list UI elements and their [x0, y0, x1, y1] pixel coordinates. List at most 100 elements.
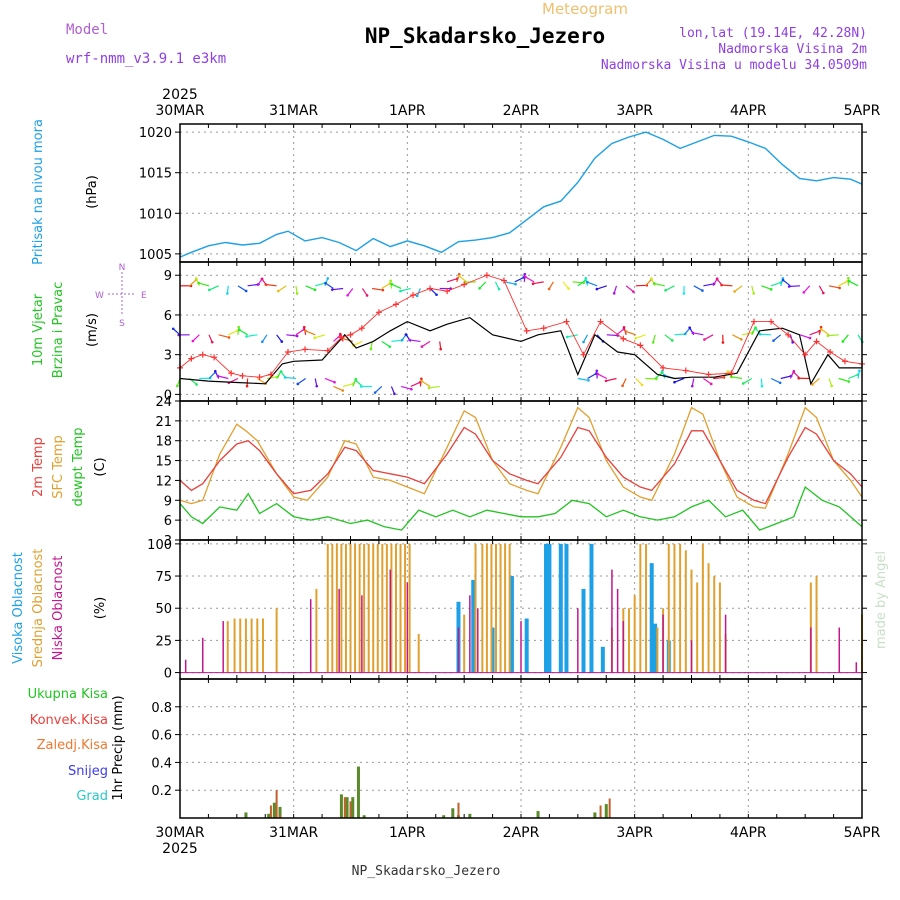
wind-arrow: [587, 281, 598, 287]
ytick-label: 0.6: [151, 729, 172, 744]
wind-arrow-head: [280, 340, 284, 343]
wind-arrow-head: [847, 276, 850, 280]
total-precip-bar: [604, 804, 608, 818]
wind-arrow-head: [478, 286, 481, 290]
footer-station: NP_Skadarsko_Jezero: [352, 864, 501, 879]
wind-arrow: [721, 284, 733, 287]
wind-arrow-head: [194, 277, 198, 280]
total-precip-bar: [278, 806, 282, 818]
cloud-ylabel-high: Visoka Oblacnost: [11, 552, 26, 664]
mid-cloud-bar: [275, 608, 278, 673]
wind-arrow: [799, 334, 811, 339]
wind-arrow: [803, 285, 811, 293]
wind-arrow: [821, 328, 830, 336]
wind-arrow-head: [703, 338, 706, 341]
precip-legend-item: Grad: [76, 789, 108, 804]
wind-arrow-head: [399, 289, 402, 293]
gust-marker: [682, 367, 689, 374]
wind-arrow-head: [622, 325, 626, 329]
gust-marker: [188, 355, 195, 362]
low-cloud-bar: [616, 588, 619, 673]
wind-arrow-head: [721, 341, 725, 344]
wind-arrow-head: [330, 288, 334, 291]
wind-arrow: [760, 333, 772, 336]
temp-ylabel-dewpt: dewpt Temp: [71, 427, 86, 506]
wind-arrow: [597, 373, 608, 380]
top-date-axis: 30MAR 31MAR 1APR 2APR 3APR 4APR 5APR 2025: [155, 87, 880, 119]
wind-arrow: [266, 376, 278, 380]
precip-legend: Ukupna Kisa Konvek.Kisa Zaledj.Kisa Snijeg G…: [28, 687, 108, 804]
mid-cloud-bar: [261, 618, 264, 673]
low-cloud-bar: [810, 627, 812, 673]
wind-arrow-head: [664, 289, 667, 292]
wind-arrow-head: [324, 281, 327, 285]
low-cloud-bar: [457, 627, 460, 673]
wind-arrow-head: [313, 288, 317, 292]
wind-arrow-head: [715, 277, 719, 281]
ytick-label: 100: [147, 538, 172, 553]
gust-marker: [500, 277, 507, 284]
wind-arrow: [352, 340, 363, 346]
mid-cloud-bar: [639, 543, 642, 673]
mid-cloud-bar: [376, 543, 379, 673]
wind-arrow: [827, 334, 839, 337]
wind-arrow-head: [439, 347, 442, 351]
wind-ylabel-2: Brzina i Pravac: [51, 282, 66, 379]
wind-arrow: [751, 285, 755, 294]
ytick-label: 18: [155, 435, 172, 450]
wind-arrow: [208, 334, 213, 343]
wind-arrow-head: [227, 336, 231, 339]
wind-arrow-head: [802, 291, 806, 294]
gust-marker: [563, 318, 570, 325]
wind-arrow-head: [408, 338, 411, 342]
wind-arrow: [692, 332, 704, 336]
gust-marker: [267, 371, 274, 378]
wind-arrow-head: [304, 329, 308, 333]
wind-arrow: [374, 385, 383, 394]
panel-frame: [179, 678, 863, 819]
wind-arrow: [606, 334, 618, 337]
mid-cloud-bar: [656, 627, 659, 673]
wind-arrow-head: [260, 277, 264, 281]
gust-marker: [827, 349, 834, 356]
wind-arrow: [616, 328, 625, 336]
bottom-year-label: 2025: [162, 841, 198, 857]
mid-cloud-bar: [707, 563, 710, 673]
cloud-units: (%): [93, 597, 108, 620]
ytick-label: 12: [155, 474, 172, 489]
mid-cloud-bar: [494, 543, 497, 673]
wind-arrow-head: [612, 292, 616, 295]
wind-arrow: [577, 279, 586, 287]
mid-cloud-bar: [485, 543, 488, 673]
gust-marker: [444, 288, 451, 295]
wind-arrow-head: [651, 341, 655, 344]
total-precip-bar: [356, 766, 360, 818]
wind-arrow-head: [197, 281, 201, 285]
wind-arrow-head: [826, 334, 830, 338]
wind-arrow: [567, 334, 578, 338]
wind-arrow-head: [791, 341, 794, 344]
gust-marker: [523, 327, 530, 334]
wind-arrow: [664, 334, 673, 341]
wind-arrow-head: [245, 335, 248, 338]
wind-arrow-head: [365, 294, 369, 297]
bottom-date-label: 31MAR: [269, 825, 318, 841]
wind-arrow: [416, 288, 421, 297]
wind-arrow: [770, 281, 782, 287]
wind-arrow: [342, 383, 354, 388]
ytick-label: 21: [155, 415, 172, 430]
wind-arrow: [818, 285, 824, 294]
wind-arrow: [381, 340, 391, 348]
bottom-date-label: 4APR: [730, 825, 767, 841]
high-cloud-bar: [509, 576, 514, 673]
precip-legend-item: Konvek.Kisa: [30, 713, 108, 728]
wind-arrow: [625, 285, 634, 293]
wind-arrow-head: [634, 337, 637, 340]
high-cloud-bar: [544, 543, 549, 673]
wind-arrow: [583, 334, 589, 343]
wind-arrow: [773, 334, 782, 342]
wind-arrow-head: [176, 384, 179, 388]
wind-arrow: [479, 281, 487, 289]
wind-arrow-head: [582, 340, 585, 344]
wind-arrow: [305, 285, 316, 291]
